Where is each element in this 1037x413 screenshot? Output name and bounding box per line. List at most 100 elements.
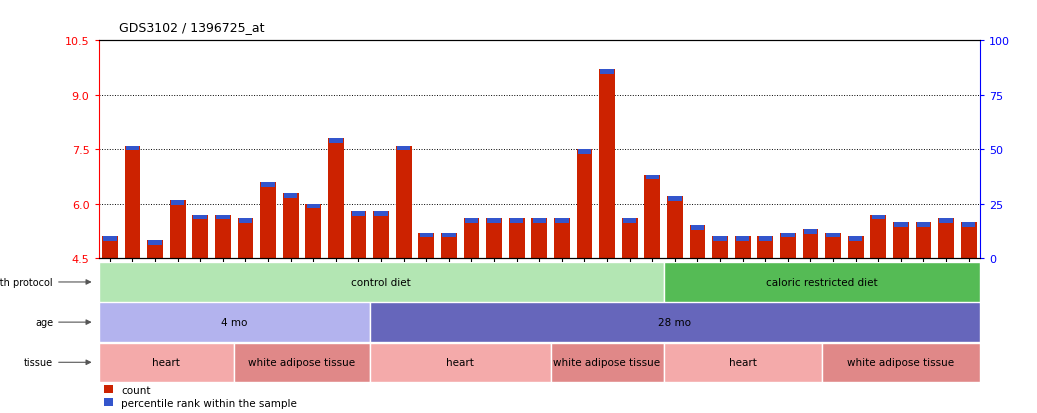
Bar <box>396 146 412 259</box>
Bar <box>554 219 569 259</box>
Bar <box>397 146 411 151</box>
Bar <box>940 219 953 223</box>
Bar <box>531 219 548 259</box>
Bar <box>664 263 980 302</box>
Bar <box>668 197 681 202</box>
Bar <box>487 219 501 223</box>
Text: 4 mo: 4 mo <box>221 317 247 328</box>
Bar <box>171 201 185 205</box>
Text: tissue: tissue <box>24 357 53 368</box>
Bar <box>260 183 276 259</box>
Bar <box>125 146 139 151</box>
Bar <box>736 237 750 242</box>
Bar <box>735 237 751 259</box>
Bar <box>871 215 885 220</box>
Bar <box>577 150 592 259</box>
Bar <box>442 233 455 238</box>
Bar <box>284 193 298 198</box>
Bar <box>465 219 478 223</box>
Text: caloric restricted diet: caloric restricted diet <box>766 277 877 287</box>
Bar <box>917 222 930 227</box>
Bar <box>418 233 435 259</box>
Bar <box>894 222 907 227</box>
Bar <box>667 197 682 259</box>
Bar <box>441 233 456 259</box>
Bar <box>464 219 479 259</box>
Bar <box>645 175 658 180</box>
Bar <box>960 222 977 259</box>
Bar <box>691 226 704 230</box>
Bar <box>664 343 821 382</box>
Bar <box>781 233 794 238</box>
Bar <box>510 219 524 223</box>
Bar <box>420 233 433 238</box>
Bar <box>374 211 388 216</box>
Bar <box>147 240 163 259</box>
Bar <box>825 233 841 259</box>
Bar <box>352 211 365 216</box>
Text: 28 mo: 28 mo <box>658 317 692 328</box>
Text: heart: heart <box>729 357 757 368</box>
Bar <box>99 303 370 342</box>
Bar <box>194 215 207 220</box>
Bar <box>370 343 551 382</box>
Bar <box>102 237 118 259</box>
Bar <box>215 215 231 259</box>
Bar <box>148 240 162 245</box>
Bar <box>216 215 229 220</box>
Bar <box>239 219 252 223</box>
Bar <box>623 219 637 223</box>
Bar <box>712 237 728 259</box>
Text: heart: heart <box>152 357 180 368</box>
Bar <box>962 222 976 227</box>
Bar <box>780 233 795 259</box>
Text: growth protocol: growth protocol <box>0 277 53 287</box>
Bar <box>821 343 980 382</box>
Bar <box>599 70 615 259</box>
Bar <box>893 222 908 259</box>
Bar <box>99 343 234 382</box>
Text: age: age <box>35 317 53 328</box>
Text: white adipose tissue: white adipose tissue <box>847 357 954 368</box>
Bar <box>305 204 321 259</box>
Bar <box>848 237 864 259</box>
Bar <box>622 219 638 259</box>
Bar <box>328 139 343 259</box>
Bar <box>283 193 299 259</box>
Bar <box>551 343 664 382</box>
Bar <box>234 343 370 382</box>
Bar <box>486 219 502 259</box>
Bar <box>757 237 774 259</box>
Bar <box>916 222 931 259</box>
Bar <box>578 150 591 154</box>
Bar <box>804 230 817 234</box>
Bar <box>758 237 772 242</box>
Bar <box>870 215 887 259</box>
Bar <box>99 263 664 302</box>
Bar <box>124 146 140 259</box>
Bar <box>600 70 614 75</box>
Text: control diet: control diet <box>352 277 411 287</box>
Bar <box>373 211 389 259</box>
Text: white adipose tissue: white adipose tissue <box>554 357 661 368</box>
Bar <box>509 219 525 259</box>
Bar <box>237 219 253 259</box>
Bar <box>803 230 818 259</box>
Bar <box>644 175 661 259</box>
Bar <box>170 201 186 259</box>
Legend: count, percentile rank within the sample: count, percentile rank within the sample <box>104 385 298 408</box>
Text: white adipose tissue: white adipose tissue <box>249 357 356 368</box>
Bar <box>261 183 275 187</box>
Bar <box>690 226 705 259</box>
Bar <box>103 237 116 242</box>
Bar <box>849 237 863 242</box>
Bar <box>192 215 208 259</box>
Bar <box>533 219 545 223</box>
Text: GDS3102 / 1396725_at: GDS3102 / 1396725_at <box>119 21 264 33</box>
Bar <box>307 204 320 209</box>
Bar <box>555 219 568 223</box>
Bar <box>351 211 366 259</box>
Bar <box>329 139 342 144</box>
Bar <box>938 219 954 259</box>
Bar <box>826 233 840 238</box>
